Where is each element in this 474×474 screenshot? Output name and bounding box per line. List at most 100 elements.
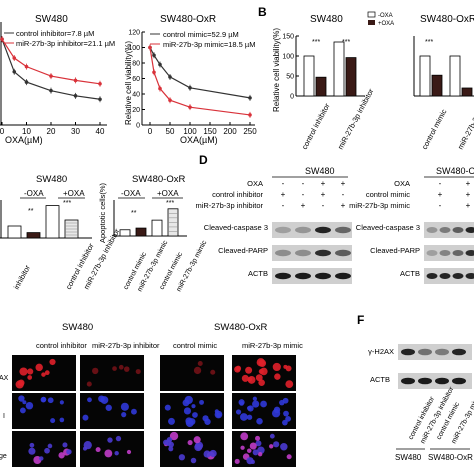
row-label: I — [3, 413, 5, 420]
cell-nucleus — [135, 369, 141, 375]
cell-nucleus — [194, 443, 203, 452]
treatment-sign: + — [321, 190, 326, 199]
data-point — [158, 86, 162, 91]
cell-nucleus — [47, 443, 53, 449]
blot-band — [439, 250, 451, 256]
cell-nucleus — [41, 372, 46, 377]
legend-entry: -OXA — [378, 13, 393, 19]
blot-band — [452, 250, 464, 256]
sig-marker: *** — [312, 39, 320, 46]
chart-title: SW480-OxR — [420, 14, 474, 25]
column-label: miR-27b-3p inhibitor — [92, 341, 160, 350]
panel-d-western-blot: SW480 SW480-O OXA control inhibitor miR-… — [195, 166, 474, 284]
blot-band — [335, 226, 351, 234]
cell-nucleus — [273, 441, 280, 448]
cell-nucleus — [82, 414, 89, 421]
y-tick-label: 0 — [290, 94, 294, 101]
micrograph-tile — [80, 431, 144, 467]
cell-nucleus — [59, 417, 65, 423]
sig-marker: *** — [63, 200, 71, 207]
blot-band — [315, 226, 331, 234]
cell-nucleus — [252, 396, 257, 401]
category-label: miR-27b-3p mimic — [451, 391, 474, 445]
treatment-sign: - — [282, 201, 285, 210]
data-point — [12, 56, 17, 60]
bar — [345, 57, 357, 97]
cell-nucleus — [280, 443, 288, 451]
cell-nucleus — [269, 433, 275, 439]
x-tick-label: 250 — [243, 127, 257, 136]
cell-nucleus — [92, 367, 99, 375]
blot-band — [401, 377, 415, 385]
cell-nucleus — [44, 447, 50, 454]
cell-nucleus — [203, 450, 211, 458]
data-point — [168, 98, 172, 102]
micrograph-tile — [160, 355, 224, 391]
cell-nucleus — [271, 409, 281, 418]
cell-nucleus — [27, 375, 33, 380]
cell-nucleus — [257, 452, 263, 457]
data-point — [188, 86, 192, 90]
panel-f-western-blot: γ-H2AX ACTB control inhibitor miR-27b-3p… — [368, 344, 474, 462]
cell-nucleus — [105, 404, 112, 411]
treatment-sign: + — [281, 190, 286, 199]
cell-nucleus — [35, 363, 43, 372]
cell-nucleus — [269, 444, 274, 449]
row-label: AX — [0, 375, 9, 382]
treatment-sign: + — [466, 190, 471, 199]
cell-nucleus — [59, 400, 64, 405]
cell-nucleus — [47, 397, 54, 404]
cell-nucleus — [283, 364, 288, 369]
legend-entry: +OXA — [378, 21, 394, 27]
blot-band — [335, 249, 351, 257]
x-tick-label: 40 — [96, 127, 105, 136]
group-label: +OXA — [63, 189, 85, 198]
data-point — [98, 97, 102, 102]
blot-strip — [272, 245, 352, 261]
sig-marker: *** — [166, 200, 174, 207]
y-tick-label: 80 — [132, 61, 140, 68]
condition-label: miR-27b-3p inhibitor — [195, 201, 263, 210]
cell-nucleus — [185, 417, 193, 425]
column-label: miR-27b-3p mimic — [242, 341, 303, 350]
y-axis-label: Relative cell viability(%) — [272, 28, 281, 112]
cell-nucleus — [25, 401, 34, 410]
blot-band — [418, 377, 432, 385]
cell-nucleus — [40, 396, 47, 403]
sig-marker: ** — [28, 208, 34, 215]
cell-nucleus — [120, 402, 129, 411]
cell-nucleus — [285, 380, 294, 388]
bar — [26, 232, 41, 239]
chart-title: SW480-OxR — [160, 14, 216, 25]
cell-nucleus — [123, 366, 130, 372]
treatment-sign: + — [321, 179, 326, 188]
panel-label-f: F — [357, 313, 364, 327]
cell-nucleus — [39, 456, 44, 461]
blot-band — [452, 227, 464, 233]
bar — [45, 205, 60, 239]
data-point — [0, 37, 4, 41]
blot-band — [439, 273, 451, 279]
legend-entry: control mimic=52.9 µM — [163, 30, 239, 39]
cell-nucleus — [22, 400, 27, 405]
data-point — [152, 70, 156, 75]
cell-nucleus — [240, 445, 245, 450]
cell-nucleus — [95, 447, 101, 453]
cell-nucleus — [87, 397, 92, 403]
column-label: control inhibitor — [36, 341, 87, 350]
treatment-sign: - — [282, 179, 285, 188]
data-point — [248, 113, 252, 117]
cell-nucleus — [257, 446, 265, 455]
data-point — [73, 94, 78, 98]
blot-band — [465, 250, 474, 256]
cell-nucleus — [187, 439, 193, 446]
cell-nucleus — [166, 437, 173, 443]
cell-nucleus — [107, 437, 113, 443]
cell-nucleus — [28, 447, 36, 455]
cell-nucleus — [240, 432, 249, 441]
chart-title: SW480 — [36, 174, 67, 185]
cell-nucleus — [49, 358, 56, 366]
band-label: Cleaved-caspase 3 — [356, 223, 420, 232]
blot-band — [426, 227, 438, 233]
